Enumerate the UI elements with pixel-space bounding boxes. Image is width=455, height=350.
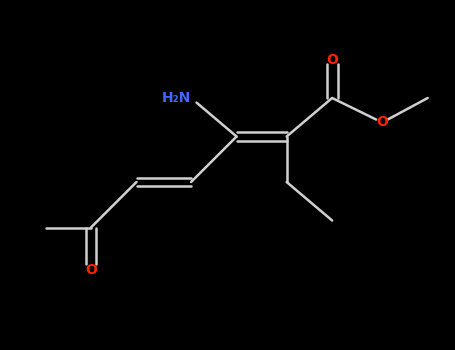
Text: O: O [326, 52, 338, 66]
Text: O: O [376, 116, 388, 130]
Text: H₂N: H₂N [162, 91, 191, 105]
Text: O: O [85, 262, 97, 276]
